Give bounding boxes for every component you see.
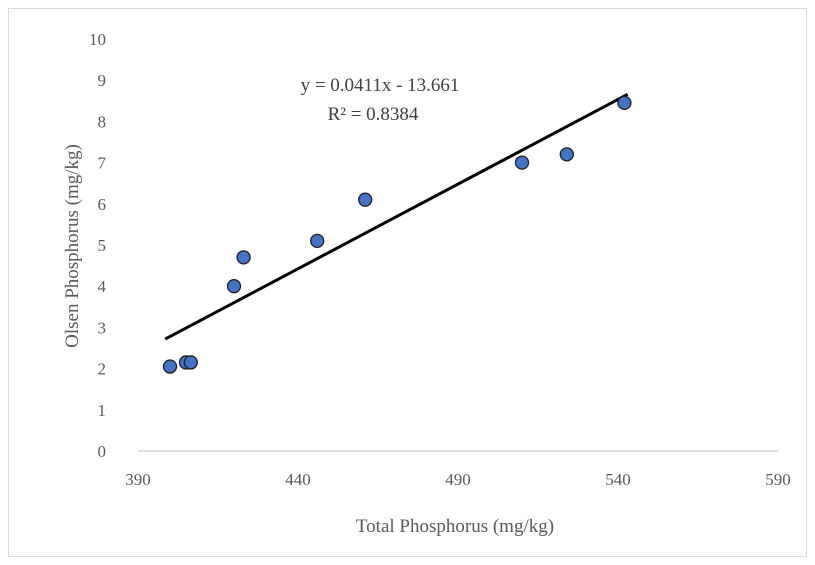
y-axis-title: Olsen Phosphorus (mg/kg) [62, 144, 83, 348]
x-tick-label: 390 [125, 470, 151, 489]
y-tick-label: 3 [98, 318, 107, 337]
trendline [164, 93, 629, 341]
y-tick-label: 4 [98, 277, 107, 296]
y-tick-label: 7 [98, 154, 107, 173]
data-points [162, 95, 632, 374]
x-tick-label: 440 [285, 470, 311, 489]
trendline-equation-label: y = 0.0411x - 13.661 [301, 75, 460, 96]
y-tick-label: 0 [98, 442, 107, 461]
y-tick-label: 6 [98, 195, 107, 214]
y-tick-label: 1 [98, 401, 107, 420]
data-point [236, 250, 251, 265]
y-tick-label: 10 [89, 30, 106, 49]
r-squared-label: R² = 0.8384 [328, 104, 419, 125]
x-tick-label: 540 [605, 470, 631, 489]
y-tick-label: 9 [98, 71, 107, 90]
data-point [310, 233, 325, 249]
x-tick-label: 590 [765, 470, 791, 489]
data-point [559, 147, 574, 162]
x-tick-label: 490 [445, 470, 471, 489]
x-axis-title: Total Phosphorus (mg/kg) [356, 516, 554, 537]
y-tick-label: 8 [98, 112, 107, 131]
y-tick-label: 5 [98, 236, 107, 255]
data-point [617, 95, 632, 111]
data-point [226, 279, 242, 294]
data-point [162, 359, 178, 374]
chart-frame [8, 8, 807, 557]
x-tick-labels: 390 440 490 540 590 [125, 470, 791, 489]
data-point [358, 192, 373, 207]
y-tick-label: 2 [98, 360, 107, 379]
data-point [183, 355, 198, 370]
data-point [514, 155, 530, 170]
y-tick-labels: 0 1 2 3 4 5 6 7 8 9 10 [89, 30, 107, 461]
